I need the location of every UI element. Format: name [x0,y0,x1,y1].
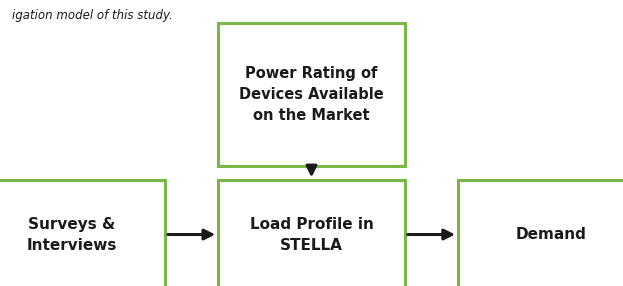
Text: Demand: Demand [516,227,587,242]
FancyBboxPatch shape [218,23,405,166]
FancyBboxPatch shape [218,180,405,286]
Text: igation model of this study.: igation model of this study. [12,9,173,21]
Text: Load Profile in
STELLA: Load Profile in STELLA [250,217,373,253]
Text: Surveys &
Interviews: Surveys & Interviews [26,217,117,253]
FancyBboxPatch shape [0,180,165,286]
Text: Power Rating of
Devices Available
on the Market: Power Rating of Devices Available on the… [239,66,384,123]
FancyBboxPatch shape [458,180,623,286]
